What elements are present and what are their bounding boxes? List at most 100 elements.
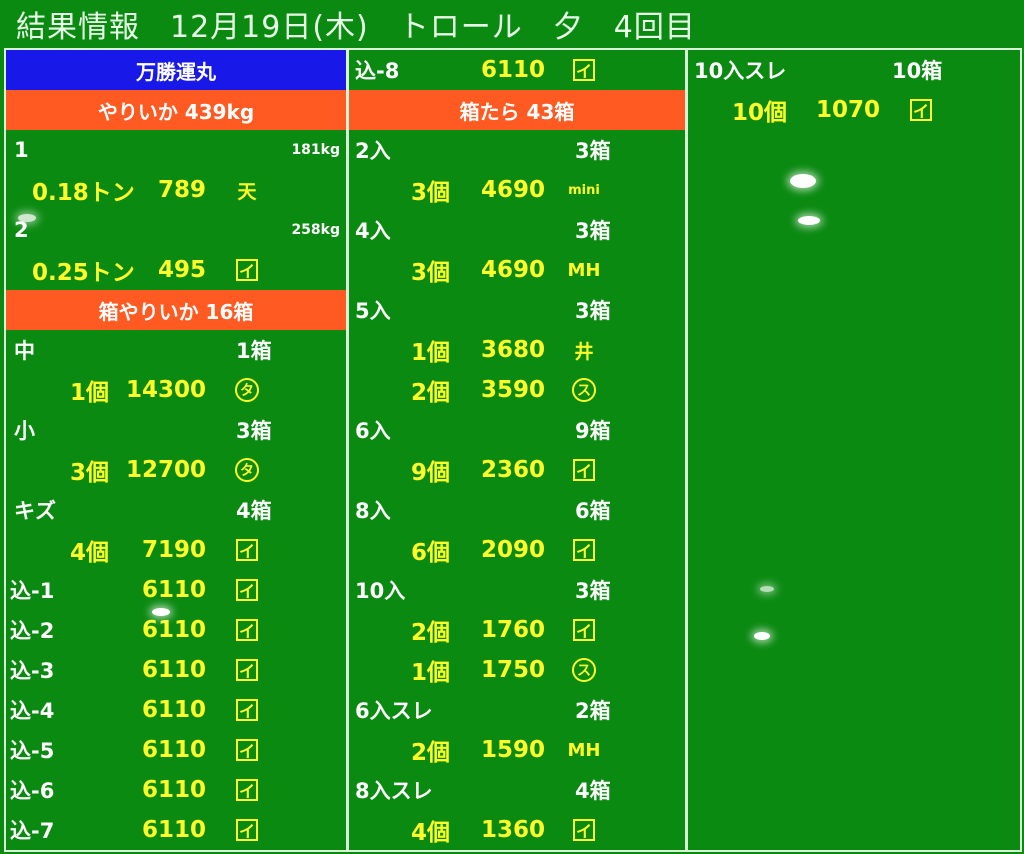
mixed-row: 込-4 6110 イ (6, 690, 346, 730)
size-row: キズ 4箱 (6, 490, 346, 530)
buyer-mini-icon: mini (568, 182, 600, 198)
buyer-i-icon: イ (232, 810, 262, 850)
lot-weight: 258kg (291, 222, 340, 238)
price-row: 1個 14300 タ (6, 370, 346, 410)
size-label: 10入スレ (694, 59, 787, 83)
mixed-row: 込-7 6110 イ (6, 810, 346, 850)
qty: 4個 (411, 820, 451, 846)
price-row: 1個 1750 ス (349, 650, 685, 690)
glare-spot (798, 216, 820, 225)
results-column-1: 万勝運丸 やりいか 439kg 1 181kg 0.18トン 789 天 2 2… (4, 48, 348, 852)
qty: 10個 (732, 100, 788, 126)
mixed-label: 込-5 (10, 739, 55, 763)
price: 7190 (141, 537, 206, 563)
mixed-row: 込-8 6110 イ (349, 50, 685, 90)
mixed-label: 込-3 (10, 659, 55, 683)
price-row: 3個 4690 MH (349, 250, 685, 290)
mixed-label: 込-8 (355, 59, 400, 83)
buyer-mh-icon: MH (567, 739, 601, 761)
size-label: 8入スレ (355, 779, 433, 803)
buyer-su-icon: ス (569, 370, 599, 410)
buyer-i-icon: イ (569, 530, 599, 570)
size-row: 6入スレ 2箱 (349, 690, 685, 730)
mixed-label: 込-6 (10, 779, 55, 803)
boat-name: 万勝運丸 (136, 59, 216, 84)
price: 1750 (480, 657, 545, 683)
box-count: 10箱 (892, 59, 943, 83)
buyer-i-icon: イ (232, 530, 262, 570)
section-title: やりいか 439kg (97, 99, 255, 124)
price: 6110 (141, 617, 206, 643)
price-row: 9個 2360 イ (349, 450, 685, 490)
buyer-ten-icon: 天 (237, 180, 257, 203)
price: 6110 (141, 657, 206, 683)
lot-row: 1 181kg (6, 130, 346, 170)
qty: 4個 (70, 540, 110, 566)
buyer-i-well-icon: 井 (574, 340, 594, 363)
box-count: 3箱 (575, 139, 611, 163)
glare-spot (760, 586, 774, 592)
mixed-row: 込-2 6110 イ (6, 610, 346, 650)
size-label: 6入スレ (355, 699, 433, 723)
size-row: 5入 3箱 (349, 290, 685, 330)
mixed-row: 込-1 6110 イ (6, 570, 346, 610)
qty: 3個 (70, 460, 110, 486)
lot-number: 2 (14, 218, 29, 242)
size-label: 5入 (355, 299, 391, 323)
header-bar: 結果情報 12月19日(木) トロール 夕 4回目 (0, 0, 1024, 48)
buyer-mh-icon: MH (567, 259, 601, 281)
box-count: 3箱 (575, 299, 611, 323)
price-row: 3個 12700 タ (6, 450, 346, 490)
size-label: 4入 (355, 219, 391, 243)
price: 495 (157, 257, 206, 283)
glare-spot (790, 174, 816, 188)
price-row: 2個 1760 イ (349, 610, 685, 650)
qty: 2個 (411, 380, 451, 406)
box-count: 4箱 (575, 779, 611, 803)
qty: 0.25トン (32, 260, 135, 286)
section-header-boxed-squid: 箱やりいか 16箱 (6, 290, 346, 330)
price: 6110 (141, 777, 206, 803)
price: 1360 (480, 817, 545, 843)
price-row: 3個 4690 mini (349, 170, 685, 210)
price: 2090 (480, 537, 545, 563)
lot-row: 2 258kg (6, 210, 346, 250)
buyer-ta-icon: タ (232, 450, 262, 490)
price: 1760 (480, 617, 545, 643)
qty: 2個 (411, 620, 451, 646)
buyer-ta-icon: タ (232, 370, 262, 410)
mixed-row: 込-6 6110 イ (6, 770, 346, 810)
price: 789 (157, 177, 206, 203)
price: 6110 (480, 57, 545, 83)
auction-date: 12月19日(木) (170, 10, 369, 45)
buyer-i-icon: イ (906, 90, 936, 130)
buyer-i-icon: イ (232, 690, 262, 730)
buyer-i-icon: イ (232, 770, 262, 810)
qty: 1個 (411, 660, 451, 686)
fishing-method: トロール (398, 10, 523, 45)
price: 4690 (480, 177, 545, 203)
size-label: 10入 (355, 579, 406, 603)
mixed-label: 込-1 (10, 579, 55, 603)
buyer-i-icon: イ (232, 570, 262, 610)
size-row: 8入 6箱 (349, 490, 685, 530)
qty: 6個 (411, 540, 451, 566)
price-row: 2個 3590 ス (349, 370, 685, 410)
price: 1590 (480, 737, 545, 763)
price: 4690 (480, 257, 545, 283)
mixed-label: 込-4 (10, 699, 55, 723)
qty: 1個 (70, 380, 110, 406)
buyer-i-icon: イ (232, 650, 262, 690)
size-label: キズ (14, 499, 56, 523)
price-row: 6個 2090 イ (349, 530, 685, 570)
mixed-row: 込-5 6110 イ (6, 730, 346, 770)
price: 1070 (815, 97, 880, 123)
section-header-squid: やりいか 439kg (6, 90, 346, 130)
price: 6110 (141, 817, 206, 843)
price: 6110 (141, 577, 206, 603)
size-label: 小 (14, 419, 35, 443)
size-row: 2入 3箱 (349, 130, 685, 170)
price-row: 10個 1070 イ (688, 90, 1020, 130)
price-row: 4個 1360 イ (349, 810, 685, 850)
box-count: 4箱 (236, 499, 272, 523)
